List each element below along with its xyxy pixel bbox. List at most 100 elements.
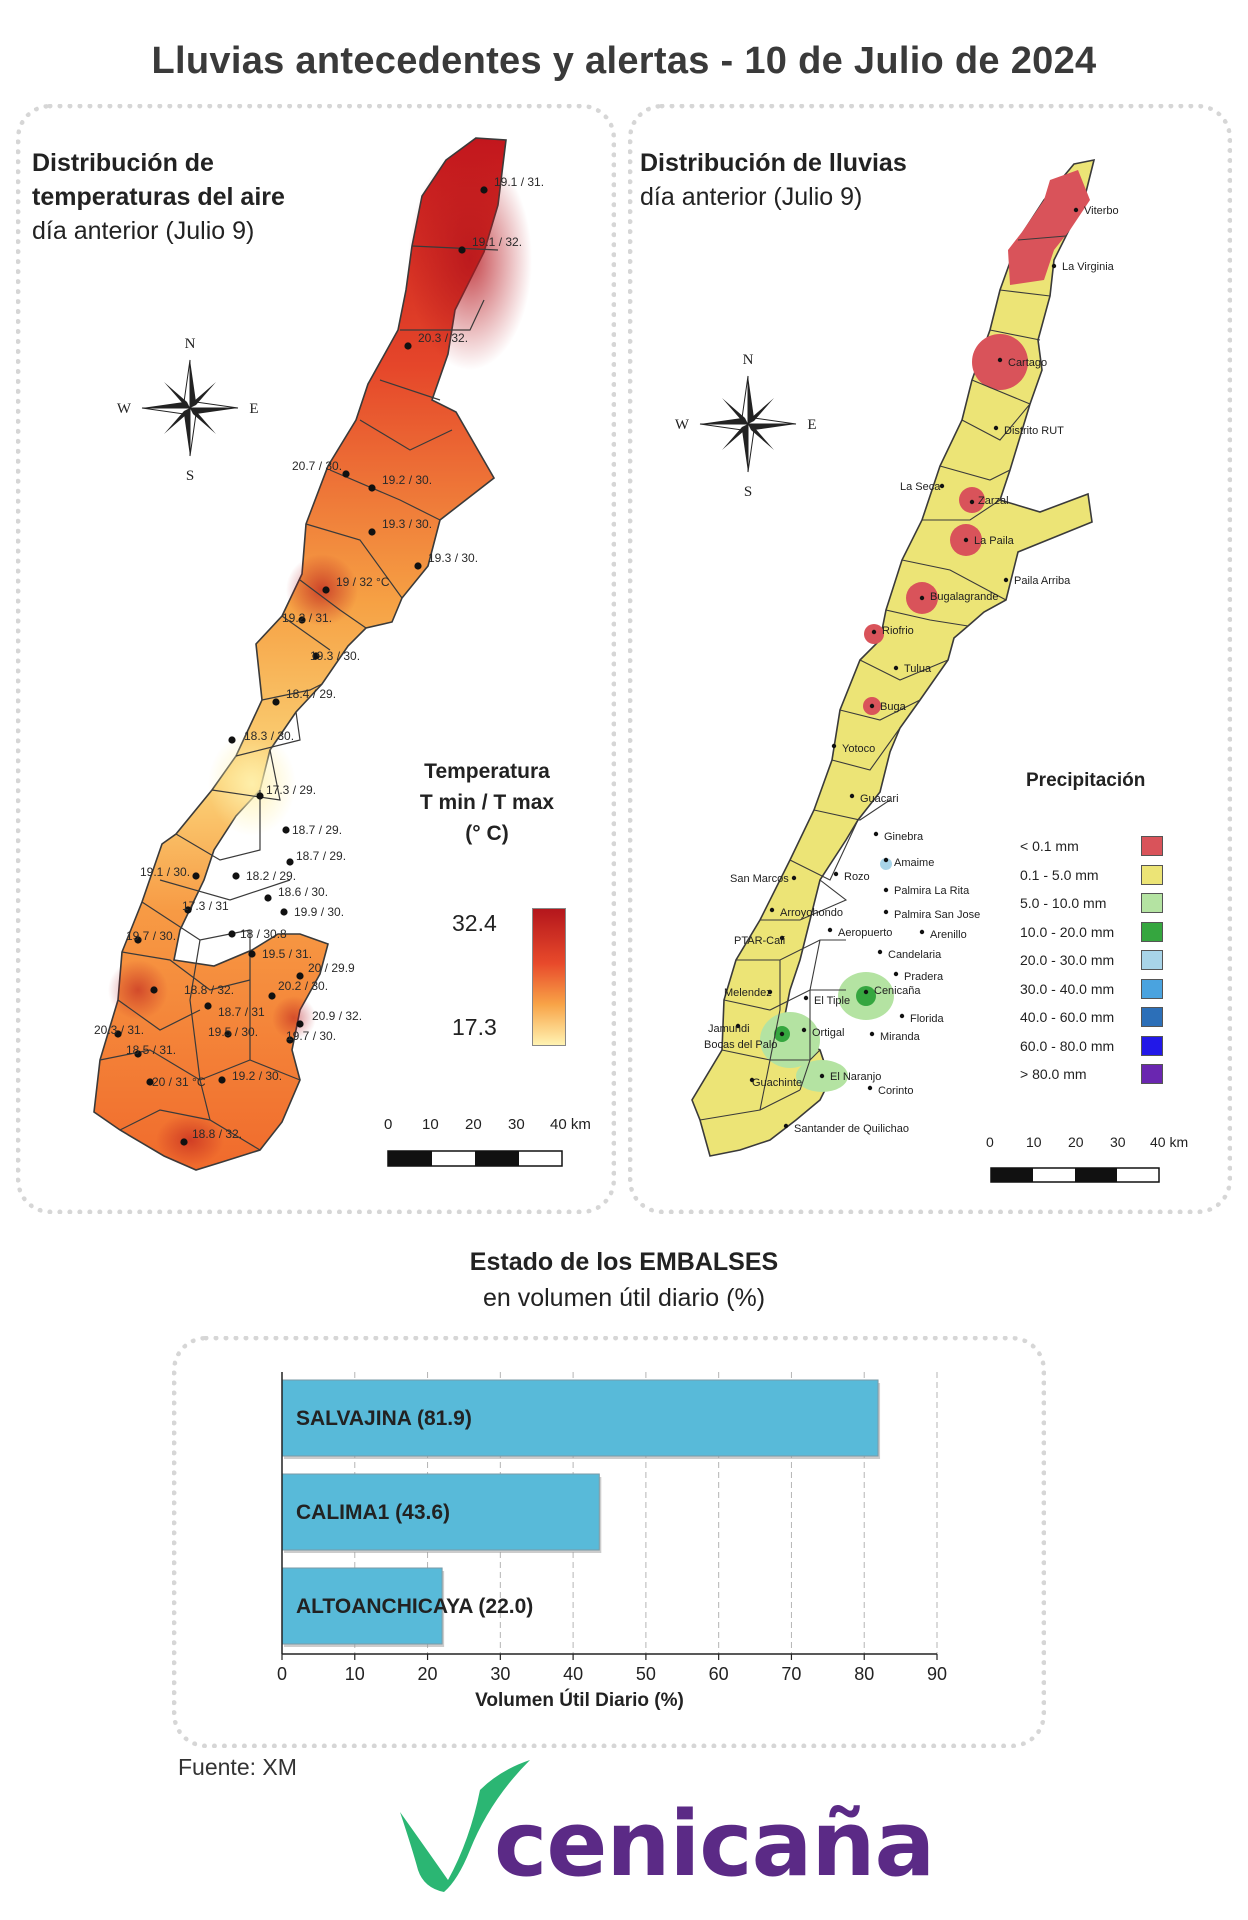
temperature-station-label: 19.7 / 30.: [286, 1029, 336, 1043]
temperature-station-dot: [248, 950, 256, 958]
rain-legend-swatch: [1141, 950, 1163, 970]
temperature-map-panel: [16, 104, 616, 1214]
rain-map-panel: [628, 104, 1232, 1214]
compass-s: S: [186, 468, 194, 484]
rain-zone-moderate: [760, 1012, 820, 1068]
x-tick-label: 20: [418, 1664, 438, 1684]
temperature-station-label: 20.3 / 32.: [418, 331, 468, 345]
rain-station-label: PTAR-Cali: [734, 935, 785, 947]
rain-zone-wet: [880, 858, 892, 870]
temperature-stations: 19.1 / 31. 19.1 / 32. 20.3 / 32. 20.7 / 30.…: [94, 175, 544, 1146]
rain-legend-item: 40.0 - 60.0 mm: [1020, 1005, 1170, 1031]
rain-legend-swatch: [1141, 836, 1163, 856]
temperature-legend-max: 32.4: [452, 910, 497, 936]
temperature-station-dot: [218, 1076, 226, 1084]
rain-station-label: Paila Arriba: [1014, 575, 1071, 587]
rain-station-dot: [963, 537, 969, 543]
temperature-station-label: 20.7 / 30.: [292, 459, 342, 473]
temperature-station-dot: [228, 930, 236, 938]
rain-station-dot: [877, 949, 883, 955]
rain-station-label: La Seca: [900, 481, 941, 493]
temperature-station-label: 19.2 / 30.: [232, 1069, 282, 1083]
rain-station-label: Amaime: [894, 857, 934, 869]
scale-tick: 0: [384, 1116, 393, 1133]
temperature-station-dot: [114, 1030, 122, 1038]
rain-station-label: Riofrio: [882, 625, 914, 637]
rain-station-label: El Naranjo: [830, 1071, 881, 1083]
temperature-station-dot: [268, 992, 276, 1000]
temperature-station-label: 18.4 / 29.: [286, 687, 336, 701]
rain-station-dot: [819, 1073, 825, 1079]
temperature-station-dot: [322, 586, 330, 594]
rain-station-dot: [827, 927, 833, 933]
compass-n: N: [743, 352, 754, 368]
rain-station-label: Bocas del Palo: [704, 1039, 777, 1051]
rain-station-label: La Virginia: [1062, 261, 1115, 273]
temperature-station-label: 18.7 / 29.: [296, 849, 346, 863]
scale-tick: 30: [508, 1116, 525, 1133]
temperature-station-dot: [368, 528, 376, 536]
x-tick-label: 10: [345, 1664, 365, 1684]
rain-station-label: Santander de Quilichao: [794, 1123, 909, 1135]
rain-station-label: Arenillo: [930, 929, 967, 941]
rain-station-label: Cartago: [1008, 357, 1047, 369]
rain-station-label: Yotoco: [842, 743, 875, 755]
rain-station-dot: [893, 971, 899, 977]
temperature-station-label: 20.3 / 31.: [94, 1023, 144, 1037]
rain-station-label: Rozo: [844, 871, 870, 883]
temperature-station-dot: [282, 826, 290, 834]
temperature-station-label: 19.1 / 31.: [494, 175, 544, 189]
temperature-station-dot: [228, 736, 236, 744]
rain-station-dot: [831, 743, 837, 749]
temperature-station-dot: [256, 792, 264, 800]
temperature-station-dot: [286, 858, 294, 866]
rain-station-dot: [833, 871, 839, 877]
rain-legend-label: 0.1 - 5.0 mm: [1020, 866, 1099, 883]
temperature-station-dot: [280, 908, 288, 916]
reservoir-bar: [281, 1379, 879, 1457]
rain-legend-label: 30.0 - 40.0 mm: [1020, 980, 1115, 997]
temperature-station-dot: [404, 342, 412, 350]
rain-station-dot: [883, 887, 889, 893]
rain-station-dot: [1073, 207, 1079, 213]
rain-station-dot: [969, 499, 975, 505]
temperature-hotspot: [272, 996, 316, 1040]
temperature-station-label: 18.8 / 32.: [184, 983, 234, 997]
rain-legend-swatch: [1141, 1064, 1163, 1084]
rain-legend-item: 5.0 - 10.0 mm: [1020, 891, 1170, 917]
x-tick-label: 60: [709, 1664, 729, 1684]
reservoir-chart-title-line1: Estado de los EMBALSES: [469, 1248, 779, 1276]
compass-w: W: [117, 401, 132, 417]
rain-station-dot: [783, 1123, 789, 1129]
temperature-map-title-line2: temperaturas del aire: [32, 183, 285, 211]
temperature-station-dot: [232, 872, 240, 880]
rain-station-dot: [899, 1013, 905, 1019]
rain-station-label: Florida: [910, 1013, 945, 1025]
temperature-hotspot: [286, 554, 358, 626]
rain-station-label: Pradera: [904, 971, 944, 983]
rain-station-label: La Paila: [974, 535, 1015, 547]
rain-station-dot: [863, 989, 869, 995]
x-tick-label: 80: [854, 1664, 874, 1684]
page-title: Lluvias antecedentes y alertas - 10 de J…: [151, 40, 1097, 82]
rain-station-dot: [769, 907, 775, 913]
reservoir-bar: [281, 1473, 600, 1551]
temperature-station-label: 19.5 / 30.: [208, 1025, 258, 1039]
scale-tick: 10: [1026, 1134, 1042, 1150]
rain-legend-item: 60.0 - 80.0 mm: [1020, 1034, 1170, 1060]
rain-station-label: Palmira La Rita: [894, 885, 970, 897]
temperature-station-dot: [224, 1030, 232, 1038]
temperature-legend-line1: Temperatura: [424, 760, 550, 783]
rain-legend-title: Precipitación: [1026, 770, 1146, 791]
cenicana-leaf-icon: [400, 1760, 530, 1892]
rain-station-dot: [997, 357, 1003, 363]
rain-station-label: Bugalagrande: [930, 591, 999, 603]
temperature-station-dot: [150, 986, 158, 994]
compass-rose-icon: N S W E: [675, 352, 817, 500]
rain-station-dot: [919, 929, 925, 935]
temperature-color-ramp: [532, 908, 566, 1046]
rain-station-dot: [883, 857, 889, 863]
rain-station-label: El Tiple: [814, 995, 850, 1007]
temperature-station-label: 18.2 / 29.: [246, 869, 296, 883]
